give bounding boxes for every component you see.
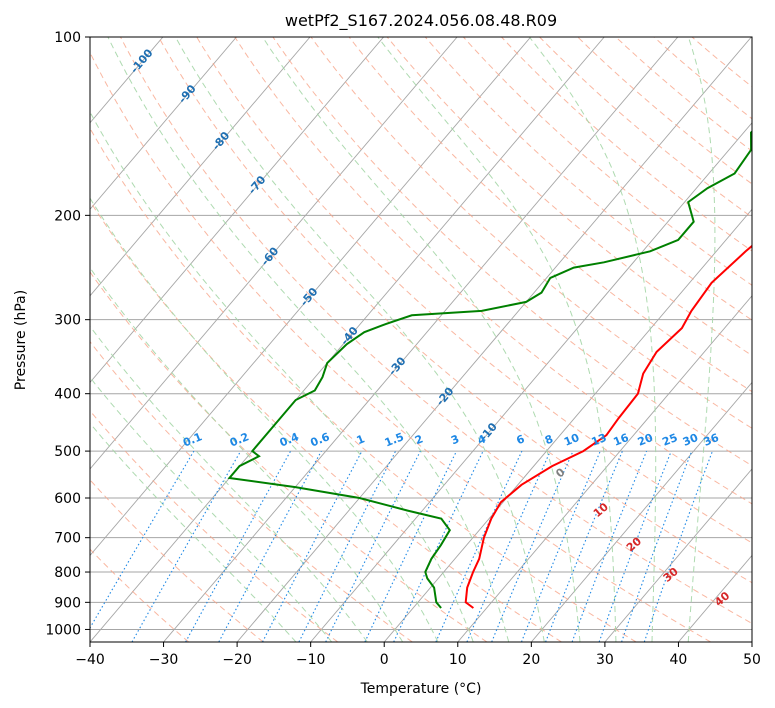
dry-adiabat-line <box>158 37 752 584</box>
moist-adiabat-line <box>262 37 581 642</box>
plot-frame <box>89 36 753 643</box>
isotherm-line <box>90 37 532 557</box>
dry-adiabat-line <box>120 37 752 625</box>
x-tick-label: 40 <box>670 652 688 668</box>
isotherm-line <box>90 37 458 470</box>
dry-adiabat-line <box>463 37 752 286</box>
x-tick-label: −40 <box>75 652 105 668</box>
mixing-ratio-line <box>491 450 574 642</box>
isotherm-line <box>90 37 237 211</box>
dry-adiabat-line <box>615 37 752 152</box>
mixing-ratio-label: 25 <box>660 431 679 449</box>
dry-adiabat-line <box>90 51 712 642</box>
y-tick-label: 300 <box>54 313 81 329</box>
isotherm-line <box>457 295 752 642</box>
dewpoint-profile <box>227 130 752 609</box>
isotherm-line <box>90 37 384 384</box>
mixing-ratio-label: 16 <box>612 431 631 449</box>
x-axis: −40 −30 −20 −10 0 10 20 30 40 50 <box>75 642 761 668</box>
isotherm-line <box>163 37 679 642</box>
x-tick-label: −10 <box>296 652 326 668</box>
y-tick-label: 700 <box>54 531 81 547</box>
mixing-ratio-line <box>598 450 672 642</box>
dry-adiabat-line <box>424 37 752 321</box>
y-tick-label: 600 <box>54 491 81 507</box>
isotherm-line <box>530 381 752 642</box>
dry-adiabat-line <box>272 37 752 467</box>
isotherm-line <box>236 37 752 642</box>
mixing-ratio-line <box>466 450 551 642</box>
y-tick-label: 400 <box>54 387 81 403</box>
x-tick-label: −20 <box>222 652 252 668</box>
x-tick-label: 0 <box>380 652 389 668</box>
y-tick-label: 100 <box>54 30 81 46</box>
moist-adiabat-line <box>529 37 657 642</box>
x-tick-label: 50 <box>743 652 761 668</box>
y-tick-label: 200 <box>54 208 81 224</box>
dry-adiabat-line <box>196 37 752 544</box>
mixing-ratio-line <box>435 450 523 642</box>
mixing-ratio-label: 2 <box>413 432 425 447</box>
moist-adiabat-line <box>175 37 545 642</box>
moist-adiabat-line <box>90 266 404 642</box>
series-layer <box>227 130 752 609</box>
mixing-ratio-label: 20 <box>636 431 655 449</box>
isotherm-line <box>383 208 752 642</box>
y-tick-label: 800 <box>54 565 81 581</box>
moist-adiabat-line <box>90 422 297 642</box>
mixing-ratio-label: 36 <box>702 431 721 449</box>
mixing-ratio-label: 8 <box>543 432 555 447</box>
y-axis-label: Pressure (hPa) <box>13 290 29 390</box>
isotherm-line <box>310 122 752 642</box>
x-tick-label: 20 <box>522 652 540 668</box>
moist-adiabat-line <box>90 110 474 642</box>
x-tick-label: 30 <box>596 652 614 668</box>
mixing-ratio-label: 13 <box>589 431 608 449</box>
mixing-ratio-label: 1 <box>355 432 367 447</box>
mixing-ratio-line <box>571 450 648 642</box>
isotherm-line <box>604 468 752 642</box>
mixing-ratio-line <box>643 450 714 642</box>
mixing-ratio-line <box>298 450 397 642</box>
mixing-ratio-line <box>218 450 322 642</box>
mixing-ratio-line <box>545 450 623 642</box>
y-axis: 100 200 300 400 500 600 700 800 900 1000 <box>45 30 90 638</box>
mixing-ratio-line <box>520 450 601 642</box>
mixing-ratio-line <box>185 450 292 642</box>
dry-adiabat-line <box>577 37 752 185</box>
dry-adiabat-line <box>234 37 752 505</box>
dry-adiabat-line <box>386 37 752 357</box>
temperature-profile <box>464 244 752 609</box>
x-tick-label: 10 <box>449 652 467 668</box>
mixing-ratio-line <box>621 450 693 642</box>
y-tick-label: 500 <box>54 444 81 460</box>
dry-adiabat-line <box>90 479 264 642</box>
isotherm-line <box>90 37 311 297</box>
moist-adiabat-line <box>90 376 333 642</box>
mixing-ratio-line <box>325 450 421 642</box>
y-tick-label: 900 <box>54 595 81 611</box>
chart-title: wetPf2_S167.2024.056.08.48.R09 <box>285 11 557 31</box>
background-lines <box>90 37 752 642</box>
moist-adiabat-line <box>90 197 439 642</box>
x-axis-label: Temperature (°C) <box>360 681 482 697</box>
mixing-ratio-label: 3 <box>449 432 461 447</box>
dry-adiabat-line <box>310 37 752 429</box>
moist-adiabat-line <box>90 325 368 642</box>
y-tick-label: 1000 <box>45 622 81 638</box>
moist-adiabat-line <box>107 37 510 642</box>
mixing-ratio-label: 10 <box>562 431 581 449</box>
isotherm-line <box>90 37 605 642</box>
mixing-ratio-label: 30 <box>681 431 700 449</box>
x-tick-label: −30 <box>149 652 179 668</box>
